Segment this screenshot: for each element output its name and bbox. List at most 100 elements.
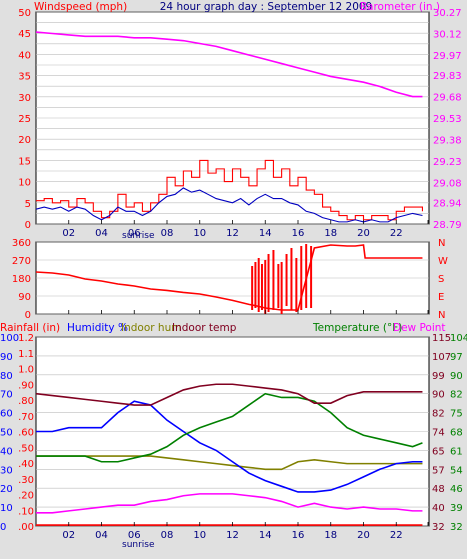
dew-point-label: Dew Point <box>393 322 446 334</box>
wind_avg-series-line <box>35 187 423 223</box>
baro-tick-label: 29.23 <box>433 157 462 168</box>
rain-tick-label: 1.1 <box>18 349 34 360</box>
temperature-tick-label: 90 <box>450 371 463 382</box>
humidity-tick-label: 70 <box>0 390 13 401</box>
x-tick-label: 04 <box>95 530 108 541</box>
rain-tick-label: .10 <box>18 506 34 517</box>
chart-title: 24 hour graph day : September 12 2009 <box>160 1 372 13</box>
rain-tick-label: .00 <box>18 522 34 533</box>
x-tick-label: 02 <box>62 228 75 239</box>
temperature-tick-label: 46 <box>450 484 463 495</box>
humidity-tick-label: 100 <box>0 333 19 344</box>
baro-tick-label: 29.08 <box>433 178 462 189</box>
wind-tick-label: 45 <box>18 29 31 40</box>
wind-tick-label: 5 <box>25 199 31 210</box>
baro-tick-label: 30.27 <box>433 8 462 19</box>
indoor-temp-tick-label: 90 <box>432 390 445 401</box>
temperature-tick-label: 32 <box>450 522 463 533</box>
x-tick-label: 14 <box>259 228 272 239</box>
temperature-tick-label: 75 <box>450 409 463 420</box>
x-tick-label: 10 <box>193 228 206 239</box>
x-tick-label: 02 <box>62 530 75 541</box>
axis-ticks: 0 5 10 15 20 25 30 35 40 45 50 28.79 28.94 29.08 29.23… <box>0 8 467 541</box>
humidity-tick-label: 30 <box>0 465 13 476</box>
sunrise-label-3: sunrise <box>122 540 155 550</box>
rain-tick-label: .20 <box>18 491 34 502</box>
x-tick-label: 06 <box>128 228 141 239</box>
x-tick-label: 12 <box>226 530 239 541</box>
humidity-tick-label: 0 <box>0 522 6 533</box>
humidity-tick-label: 90 <box>0 352 13 363</box>
humidity-tick-label: 60 <box>0 409 13 420</box>
compass-tick-label: W <box>438 256 448 267</box>
dir-tick-label: 90 <box>18 292 31 303</box>
wind-tick-label: 40 <box>18 50 31 61</box>
x-tick-label: 18 <box>324 530 337 541</box>
indoor-temp-tick-label: 107 <box>432 352 451 363</box>
baro-axis-label: Barometer (in.) <box>360 1 440 13</box>
rain-tick-label: 1.2 <box>18 333 34 344</box>
temperature-tick-label: 97 <box>450 352 463 363</box>
indoor-hum-label: Indoor hum <box>121 322 181 334</box>
wind-tick-label: 0 <box>25 220 31 231</box>
gust-series-line <box>36 159 423 221</box>
x-tick-label: 16 <box>292 228 305 239</box>
dir-tick-label: 270 <box>12 256 31 267</box>
wind-tick-label: 20 <box>18 135 31 146</box>
rain-tick-label: .40 <box>18 459 34 470</box>
x-tick-label: 08 <box>161 228 174 239</box>
rain-tick-label: .30 <box>18 475 34 486</box>
indoor-temp-tick-label: 65 <box>432 446 445 457</box>
x-tick-label: 16 <box>292 530 305 541</box>
indoor-temp-label: Indoor temp <box>172 322 237 334</box>
baro-tick-label: 28.79 <box>433 220 462 231</box>
wind-tick-label: 30 <box>18 93 31 104</box>
humidity-tick-label: 40 <box>0 446 13 457</box>
humidity-label: Humidity % <box>67 322 128 334</box>
indoor-temp-tick-label: 48 <box>432 484 445 495</box>
indoor-temp-tick-label: 40 <box>432 503 445 514</box>
dir-tick-label: 180 <box>12 274 31 285</box>
humidity-tick-label: 80 <box>0 371 13 382</box>
temperature-tick-label: 68 <box>450 428 463 439</box>
baro-tick-label: 29.38 <box>433 135 462 146</box>
dir-tick-label: 0 <box>25 310 31 321</box>
indoor_hum-series-line <box>36 455 423 471</box>
data-series <box>35 31 423 526</box>
compass-tick-label: E <box>438 292 444 303</box>
x-tick-label: 18 <box>324 228 337 239</box>
x-tick-label: 22 <box>390 228 403 239</box>
x-tick-label: 22 <box>390 530 403 541</box>
baro-tick-label: 30.12 <box>433 29 462 40</box>
temp-series-line <box>36 392 423 463</box>
indoor-temp-tick-label: 82 <box>432 409 445 420</box>
temperature-tick-label: 82 <box>450 390 463 401</box>
rain-tick-label: .90 <box>18 380 34 391</box>
indoor_temp-series-line <box>35 383 423 406</box>
indoor-temp-tick-label: 57 <box>432 465 445 476</box>
sunrise-label-1: sunrise <box>122 231 155 241</box>
humidity-series-line <box>36 400 423 493</box>
baro-tick-label: 28.94 <box>433 199 462 210</box>
rain-axis-label: Rainfall (in) <box>0 322 60 334</box>
temperature-tick-label: 54 <box>450 465 463 476</box>
x-tick-label: 20 <box>357 228 370 239</box>
dew-series-line <box>36 493 423 514</box>
wind-tick-label: 25 <box>18 114 31 125</box>
x-tick-label: 20 <box>357 530 370 541</box>
temperature-label: Temperature (°F) <box>312 322 402 334</box>
temperature-tick-label: 61 <box>450 446 463 457</box>
temperature-tick-label: 104 <box>450 333 467 344</box>
rain-tick-label: .70 <box>18 412 34 423</box>
rain-tick-label: 1.0 <box>18 365 34 376</box>
humidity-tick-label: 50 <box>0 428 13 439</box>
baro-tick-label: 29.53 <box>433 114 462 125</box>
wind-axis-label: Windspeed (mph) <box>34 1 127 13</box>
x-tick-label: 12 <box>226 228 239 239</box>
baro-series-line <box>35 31 423 98</box>
x-tick-label: 08 <box>161 530 174 541</box>
rain-tick-label: .80 <box>18 396 34 407</box>
indoor-temp-tick-label: 74 <box>432 428 445 439</box>
x-tick-label: 04 <box>95 228 108 239</box>
wind-tick-label: 15 <box>18 156 31 167</box>
